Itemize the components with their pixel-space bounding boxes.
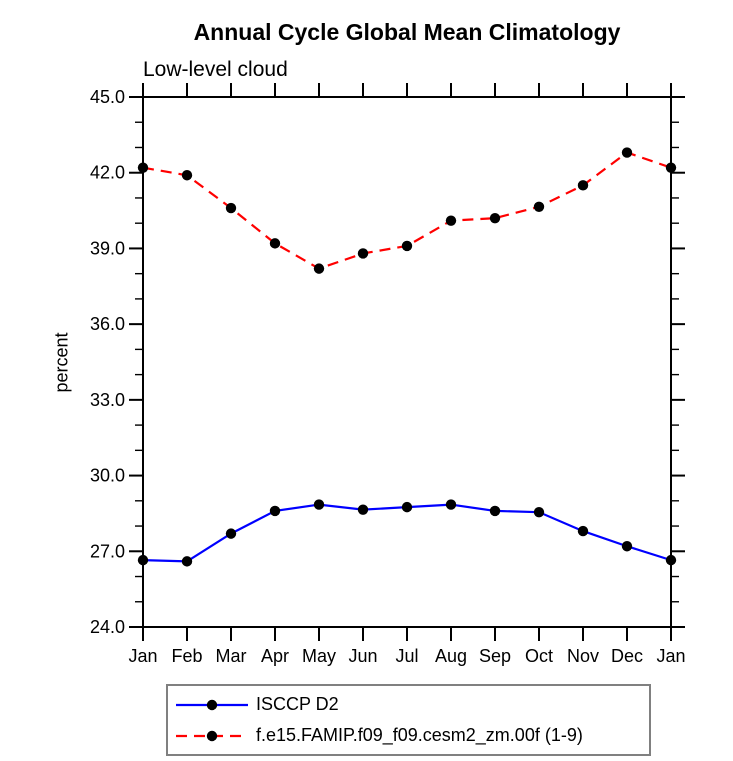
y-tick-label: 39.0 [90,238,125,258]
x-tick-label: Jun [348,646,377,666]
data-point-marker [357,248,369,259]
legend-sample-marker [206,730,218,741]
x-tick-label: Mar [216,646,247,666]
data-point-marker [225,528,237,539]
data-point-marker [665,554,677,566]
legend-item-isccp-d2: ISCCP D2 [174,689,649,720]
data-point-marker [225,202,237,214]
data-point-marker [357,504,369,515]
data-point-marker [621,541,633,552]
data-point-marker [181,170,193,181]
legend-item-famip-model: f.e15.FAMIP.f09_f09.cesm2_zm.00f (1-9) [174,720,649,751]
data-point-marker [401,501,413,513]
data-point-marker [533,506,545,518]
data-point-marker [401,240,413,252]
legend-label: f.e15.FAMIP.f09_f09.cesm2_zm.00f (1-9) [256,725,583,745]
x-tick-label: Jan [128,646,157,666]
data-point-marker [621,147,633,158]
x-tick-label: Oct [525,646,553,666]
x-tick-label: Apr [261,646,289,666]
data-point-marker [665,162,677,173]
x-tick-label: Jul [395,646,418,666]
x-tick-label: May [302,646,336,666]
data-point-marker [489,212,501,224]
data-point-marker [137,554,149,566]
data-point-marker [181,556,193,567]
y-tick-label: 27.0 [90,541,125,561]
data-point-marker [445,215,457,226]
data-point-marker [489,505,501,517]
data-point-marker [269,505,281,517]
data-point-marker [577,180,589,191]
data-point-marker [313,499,325,510]
series-line-f.e15.FAMIP.f09_f09.cesm2_zm.00f (1-9) [142,151,672,270]
y-tick-label: 36.0 [90,314,125,334]
y-tick-label: 30.0 [90,466,125,486]
data-point-marker [445,499,457,510]
series-line-ISCCP D2 [142,503,672,563]
y-tick-label: 24.0 [90,617,125,637]
x-tick-label: Dec [611,646,643,666]
chart-subtitle: Low-level cloud [143,58,288,81]
plot-frame [142,96,672,628]
legend-label: ISCCP D2 [256,694,339,714]
y-tick-label: 33.0 [90,390,125,410]
x-tick-label: Feb [171,646,202,666]
x-tick-label: Sep [479,646,511,666]
data-point-marker [533,201,545,212]
data-point-marker [269,238,281,249]
data-point-marker [137,162,149,173]
legend-line-sample-blue-solid [176,699,248,710]
data-point-marker [577,525,589,537]
y-tick-label: 42.0 [90,163,125,183]
y-tick-label: 45.0 [90,87,125,107]
chart-title: Annual Cycle Global Mean Climatology [193,19,621,45]
x-tick-label: Jan [656,646,685,666]
data-point-marker [313,263,325,274]
x-tick-label: Aug [435,646,467,666]
legend-sample-marker [206,699,218,710]
legend-box: ISCCP D2 f.e15.FAMIP.f09_f09.cesm2_zm.00… [166,684,651,756]
legend-line-sample-red-dashed [176,730,248,741]
x-tick-label: Nov [567,646,599,666]
